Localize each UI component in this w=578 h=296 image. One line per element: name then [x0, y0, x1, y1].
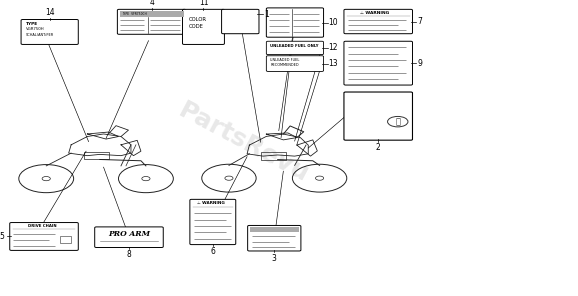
Text: COLOR: COLOR [189, 17, 207, 22]
Text: 14: 14 [45, 9, 54, 17]
Text: 3: 3 [272, 254, 277, 263]
FancyBboxPatch shape [183, 9, 224, 44]
Text: TYPE  VFR750CH: TYPE VFR750CH [122, 12, 147, 16]
FancyBboxPatch shape [10, 223, 78, 250]
Text: CODE: CODE [189, 24, 203, 28]
Bar [120, 11, 184, 17]
Text: 12: 12 [329, 44, 338, 52]
Text: TYPE: TYPE [26, 22, 38, 25]
Text: VGR750H: VGR750H [26, 27, 45, 31]
FancyBboxPatch shape [344, 92, 413, 140]
Text: Ⓗ: Ⓗ [395, 117, 400, 126]
FancyBboxPatch shape [266, 41, 324, 54]
Text: 5: 5 [0, 232, 5, 241]
FancyBboxPatch shape [266, 56, 324, 71]
Text: 9: 9 [417, 59, 423, 68]
Text: 6: 6 [210, 247, 215, 256]
Text: 10: 10 [329, 18, 338, 27]
Text: SCHAL(ANT/PER: SCHAL(ANT/PER [26, 33, 54, 37]
Text: 13: 13 [329, 59, 338, 68]
FancyBboxPatch shape [95, 227, 163, 247]
Bar [84, 152, 109, 160]
FancyBboxPatch shape [190, 199, 236, 244]
Text: PartsRevu: PartsRevu [175, 98, 313, 186]
Bar [250, 227, 299, 232]
Text: 11: 11 [199, 0, 208, 7]
Text: ⚠ WARNING: ⚠ WARNING [197, 201, 224, 205]
Text: 2: 2 [376, 143, 380, 152]
Text: UNLEADED FUEL ONLY: UNLEADED FUEL ONLY [270, 44, 318, 48]
FancyBboxPatch shape [21, 20, 78, 44]
FancyBboxPatch shape [344, 41, 413, 85]
Text: RECOMMENDED: RECOMMENDED [270, 63, 299, 67]
Text: 7: 7 [417, 17, 423, 26]
Text: DRIVE CHAIN: DRIVE CHAIN [28, 223, 56, 228]
FancyBboxPatch shape [247, 226, 301, 251]
FancyBboxPatch shape [117, 9, 186, 34]
Text: ⚠ WARNING: ⚠ WARNING [360, 11, 389, 15]
Bar [60, 236, 71, 243]
FancyBboxPatch shape [221, 9, 259, 34]
Text: 8: 8 [127, 250, 131, 259]
Bar [261, 152, 286, 160]
FancyBboxPatch shape [266, 8, 324, 37]
Text: UNLEADED FUEL: UNLEADED FUEL [270, 58, 299, 62]
Text: 1: 1 [264, 10, 269, 19]
Text: 4: 4 [149, 0, 154, 7]
Text: PRO ARM: PRO ARM [108, 230, 150, 238]
FancyBboxPatch shape [344, 9, 413, 34]
